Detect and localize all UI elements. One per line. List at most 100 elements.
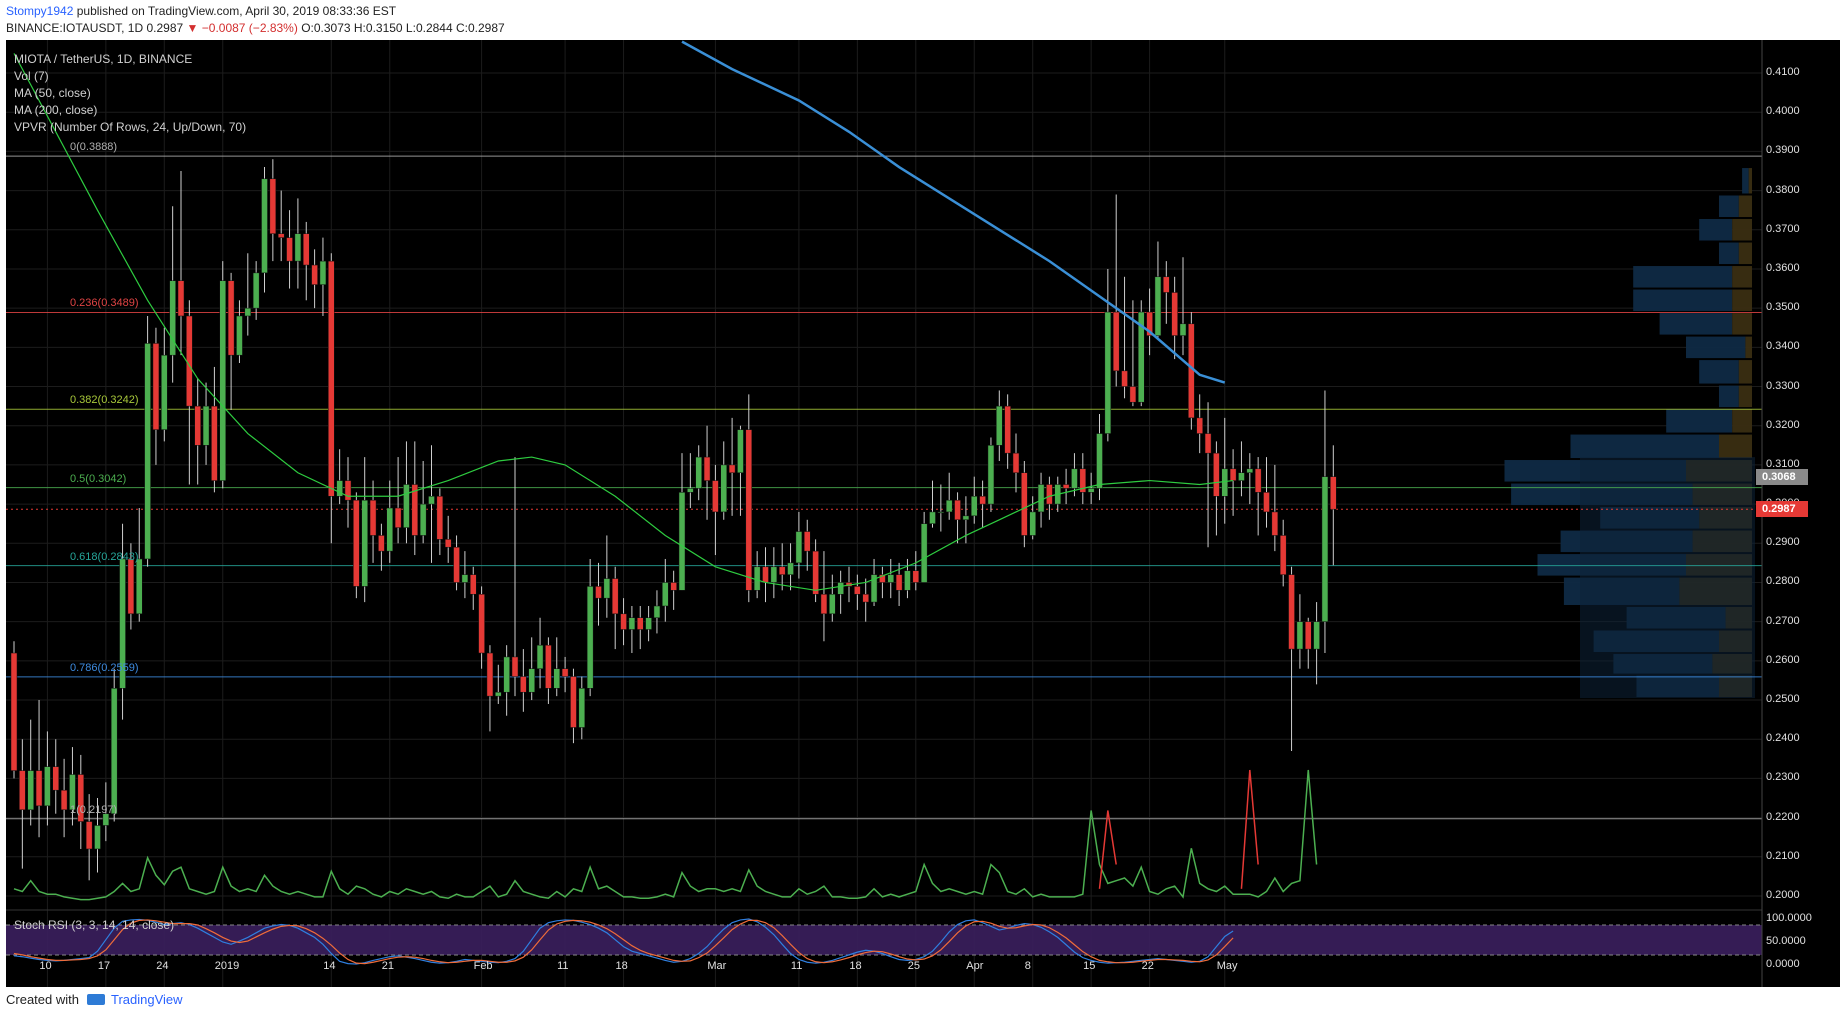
candle-down (277, 233, 285, 238)
candle-up (753, 566, 761, 591)
candle-up (971, 496, 978, 517)
vpvr-bar-down (1738, 195, 1752, 218)
candle-up (119, 558, 126, 689)
vpvr-value-area (1580, 457, 1755, 699)
candle-up (837, 582, 844, 595)
candle-up (695, 456, 702, 489)
candle-up (687, 488, 694, 493)
time-tick-label: 17 (97, 960, 111, 972)
candle-up (202, 405, 210, 446)
price-tick-label: 0.3300 (1766, 379, 1800, 392)
stoch-tick-label: 0.0000 (1766, 958, 1800, 970)
candle-down (1012, 452, 1020, 473)
time-tick-label: Apr (966, 960, 984, 972)
left-margin (0, 40, 6, 987)
stoch-tick-label: 100.0000 (1766, 912, 1812, 924)
candle-down (1229, 468, 1237, 481)
candle-down (411, 484, 419, 536)
candle-down (52, 766, 59, 791)
candle-down (745, 429, 753, 591)
candle-up (795, 531, 803, 564)
candle-up (169, 280, 176, 356)
candle-up (945, 499, 953, 513)
candle-down (812, 550, 819, 595)
vpvr-bar-up (1699, 219, 1733, 241)
candle-down (211, 405, 218, 481)
candle-up (1321, 476, 1329, 622)
vpvr-bar-up (1719, 242, 1739, 265)
candle-up (503, 656, 510, 693)
vpvr-bar-down (1732, 266, 1752, 288)
vpvr-bar-up (1570, 434, 1719, 459)
candle-up (787, 562, 794, 575)
tradingview-link[interactable]: TradingView (111, 992, 183, 1007)
time-tick-label: Mar (707, 960, 727, 972)
price-tick-label: 0.2700 (1766, 614, 1800, 627)
candle-down (570, 676, 577, 728)
candle-down (444, 539, 452, 548)
candle-down (728, 464, 736, 473)
candle-up (236, 315, 243, 356)
price-change: −0.0087 (−2.83%) (201, 21, 298, 35)
created-with-text: Created with (6, 992, 79, 1007)
candle-down (436, 496, 444, 540)
candle-down (152, 343, 160, 430)
time-tick-label: 21 (381, 960, 394, 972)
vpvr-bar-down (1719, 434, 1752, 459)
time-tick-label: 2019 (214, 960, 240, 972)
candle-down (1263, 492, 1270, 513)
candle-down (1046, 484, 1053, 505)
candle-down (470, 574, 477, 595)
stoch-tick-label: 50.0000 (1766, 935, 1806, 947)
price-tick-label: 0.4000 (1766, 105, 1800, 118)
candle-down (227, 280, 235, 356)
price-tick-label: 0.3400 (1766, 340, 1800, 353)
vpvr-bar-up (1719, 195, 1739, 218)
volume-spike (1240, 769, 1259, 889)
vpvr-bar-down (1732, 409, 1752, 433)
time-tick-label: May (1216, 960, 1238, 972)
candle-down (85, 821, 93, 850)
candle-up (937, 511, 945, 514)
legend-ma200: MA (200, close) (14, 103, 98, 117)
time-tick-label: 14 (323, 960, 336, 972)
candle-down (1021, 472, 1028, 536)
price-tick-label: 0.3900 (1766, 144, 1800, 157)
candle-up (770, 566, 778, 583)
candle-up (536, 644, 544, 669)
author-link[interactable]: Stompy1942 (6, 4, 74, 18)
candle-up (336, 480, 343, 497)
candle-up (461, 574, 469, 583)
candle-up (1104, 311, 1112, 434)
candle-down (895, 574, 903, 591)
candle-up (737, 429, 744, 473)
price-tick-label: 0.3500 (1766, 301, 1800, 314)
fib-label: 1(0.2197) (70, 803, 118, 816)
candle-up (887, 574, 894, 583)
candle-down (620, 613, 627, 630)
candle-up (1296, 621, 1304, 650)
vpvr-bar-down (1745, 336, 1752, 359)
candle-down (1196, 417, 1203, 434)
candle-down (1004, 405, 1011, 454)
candle-down (353, 499, 360, 587)
price-tick-label: 0.3200 (1766, 418, 1800, 431)
candle-up (161, 354, 168, 430)
candle-down (1129, 386, 1137, 403)
legend-symbol: MIOTA / TetherUS, 1D, BINANCE (14, 52, 193, 66)
legend-vpvr: VPVR (Number Of Rows, 24, Up/Down, 70) (14, 120, 247, 134)
candle-down (194, 405, 201, 446)
candle-down (862, 593, 869, 603)
time-tick-label: 25 (907, 960, 921, 972)
publish-line: Stompy1942 published on TradingView.com,… (6, 4, 396, 18)
stoch-band (6, 925, 1762, 955)
legend-ma50: MA (50, close) (14, 86, 91, 100)
candle-down (712, 480, 719, 513)
candle-down (478, 593, 485, 654)
fib-label: 0.618(0.2843) (70, 550, 139, 563)
candle-up (244, 307, 252, 317)
candle-down (595, 586, 602, 599)
price-chart[interactable] (0, 40, 1840, 987)
candle-down (804, 531, 811, 552)
fib-label: 0.382(0.3242) (70, 394, 139, 407)
